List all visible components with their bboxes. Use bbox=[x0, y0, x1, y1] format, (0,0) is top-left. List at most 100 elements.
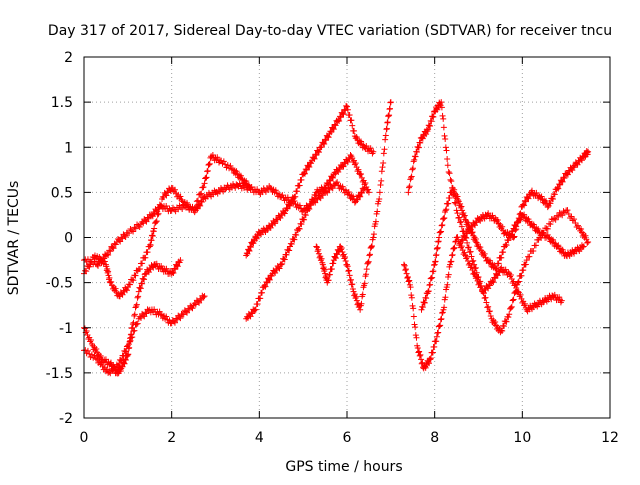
data-point bbox=[438, 228, 445, 235]
data-point bbox=[407, 284, 414, 291]
data-point bbox=[514, 219, 521, 226]
data-point bbox=[532, 242, 539, 249]
data-point bbox=[174, 263, 181, 270]
data-point bbox=[173, 262, 180, 269]
data-point bbox=[463, 229, 470, 236]
data-point bbox=[423, 131, 430, 138]
data-point bbox=[133, 301, 140, 308]
data-point bbox=[358, 300, 365, 307]
data-point bbox=[445, 200, 452, 207]
data-point bbox=[302, 212, 309, 219]
data-point bbox=[313, 152, 320, 159]
data-point bbox=[110, 245, 117, 252]
data-point bbox=[446, 170, 453, 177]
data-point bbox=[334, 179, 341, 186]
data-point bbox=[495, 260, 502, 267]
data-point bbox=[326, 271, 333, 278]
tick-labels: 0 2 4 6 8 10 12 -2 -1.5 -1 -0.5 0 0.5 1 1.5 2 bbox=[46, 50, 619, 446]
data-point bbox=[358, 190, 365, 197]
data-point bbox=[457, 204, 464, 211]
data-point bbox=[257, 295, 264, 302]
data-point bbox=[349, 285, 356, 292]
data-point bbox=[262, 283, 269, 290]
data-point bbox=[246, 247, 253, 254]
data-point bbox=[454, 210, 461, 217]
data-point bbox=[513, 223, 520, 230]
data-point bbox=[128, 331, 135, 338]
data-point bbox=[442, 207, 449, 214]
data-point bbox=[444, 281, 451, 288]
data-point bbox=[471, 265, 478, 272]
data-point bbox=[168, 207, 175, 214]
data-point bbox=[283, 251, 290, 258]
y-tick-label: -1 bbox=[59, 321, 73, 337]
data-point bbox=[361, 280, 368, 287]
data-point bbox=[448, 252, 455, 259]
data-point bbox=[137, 285, 144, 292]
data-point bbox=[365, 189, 372, 196]
data-point bbox=[578, 157, 585, 164]
data-point bbox=[382, 136, 389, 143]
data-point bbox=[134, 221, 141, 228]
data-point bbox=[568, 213, 575, 220]
data-point bbox=[301, 170, 308, 177]
data-point bbox=[458, 223, 465, 230]
data-point bbox=[356, 192, 363, 199]
data-point bbox=[521, 300, 528, 307]
data-point bbox=[204, 167, 211, 174]
data-point bbox=[439, 309, 446, 316]
data-point bbox=[320, 140, 327, 147]
data-point bbox=[339, 110, 346, 117]
data-point bbox=[306, 164, 313, 171]
series-satellite-track-10 bbox=[457, 147, 592, 246]
data-point bbox=[347, 152, 354, 159]
data-point bbox=[345, 267, 352, 274]
data-point bbox=[406, 184, 413, 191]
series-satellite-track-11 bbox=[418, 184, 587, 313]
y-tick-label: 1.5 bbox=[51, 95, 73, 111]
data-point bbox=[552, 216, 559, 223]
data-point bbox=[550, 196, 557, 203]
data-point bbox=[559, 246, 566, 253]
data-point bbox=[131, 312, 138, 319]
data-point bbox=[455, 215, 462, 222]
data-point bbox=[128, 227, 135, 234]
data-point bbox=[358, 138, 365, 145]
data-point bbox=[507, 233, 514, 240]
data-point bbox=[535, 229, 542, 236]
grid bbox=[84, 57, 610, 418]
data-point bbox=[515, 278, 522, 285]
data-point bbox=[525, 195, 532, 202]
data-point bbox=[556, 209, 563, 216]
data-point bbox=[320, 187, 327, 194]
data-point bbox=[377, 181, 384, 188]
data-point bbox=[465, 244, 472, 251]
data-point bbox=[406, 183, 413, 190]
data-point bbox=[130, 277, 137, 284]
data-point bbox=[263, 278, 270, 285]
data-point bbox=[109, 363, 116, 370]
x-tick-label: 12 bbox=[601, 430, 619, 446]
data-point bbox=[122, 356, 129, 363]
data-point bbox=[551, 215, 558, 222]
data-point bbox=[407, 176, 414, 183]
data-point bbox=[573, 224, 580, 231]
data-point bbox=[147, 242, 154, 249]
data-point bbox=[378, 177, 385, 184]
data-point bbox=[423, 295, 430, 302]
data-point bbox=[428, 275, 435, 282]
data-point bbox=[376, 189, 383, 196]
data-point bbox=[150, 264, 157, 271]
data-point bbox=[325, 277, 332, 284]
data-point bbox=[437, 229, 444, 236]
data-point bbox=[348, 281, 355, 288]
data-point bbox=[518, 272, 525, 279]
data-point bbox=[486, 257, 493, 264]
data-point bbox=[490, 279, 497, 286]
data-point bbox=[342, 253, 349, 260]
data-point bbox=[427, 356, 434, 363]
data-point bbox=[487, 313, 494, 320]
data-point bbox=[459, 207, 466, 214]
data-point bbox=[386, 112, 393, 119]
data-point bbox=[544, 225, 551, 232]
